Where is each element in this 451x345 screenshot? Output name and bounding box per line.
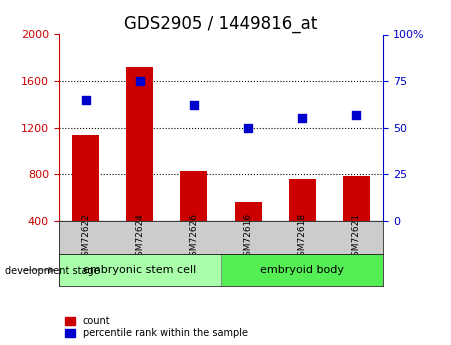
Text: GSM72624: GSM72624 — [135, 213, 144, 262]
Bar — [72, 135, 99, 221]
Point — [299, 116, 306, 121]
Point — [190, 102, 198, 108]
Text: development stage: development stage — [5, 266, 99, 276]
Point — [136, 78, 143, 84]
Bar — [235, 202, 262, 221]
Bar — [126, 67, 153, 221]
Bar — [180, 171, 207, 221]
Point — [82, 97, 89, 102]
Point — [244, 125, 252, 130]
Bar — [59, 254, 221, 286]
Bar — [289, 179, 316, 221]
Bar — [343, 176, 370, 221]
Point — [353, 112, 360, 117]
Bar — [221, 254, 383, 286]
Text: embryonic stem cell: embryonic stem cell — [83, 265, 197, 275]
Text: GSM72618: GSM72618 — [298, 213, 307, 262]
Text: embryoid body: embryoid body — [260, 265, 344, 275]
Text: GSM72622: GSM72622 — [81, 213, 90, 262]
Text: GSM72616: GSM72616 — [244, 213, 253, 262]
Legend: count, percentile rank within the sample: count, percentile rank within the sample — [64, 314, 250, 340]
Text: GSM72621: GSM72621 — [352, 213, 361, 262]
Title: GDS2905 / 1449816_at: GDS2905 / 1449816_at — [124, 15, 318, 33]
Text: GSM72626: GSM72626 — [189, 213, 198, 262]
